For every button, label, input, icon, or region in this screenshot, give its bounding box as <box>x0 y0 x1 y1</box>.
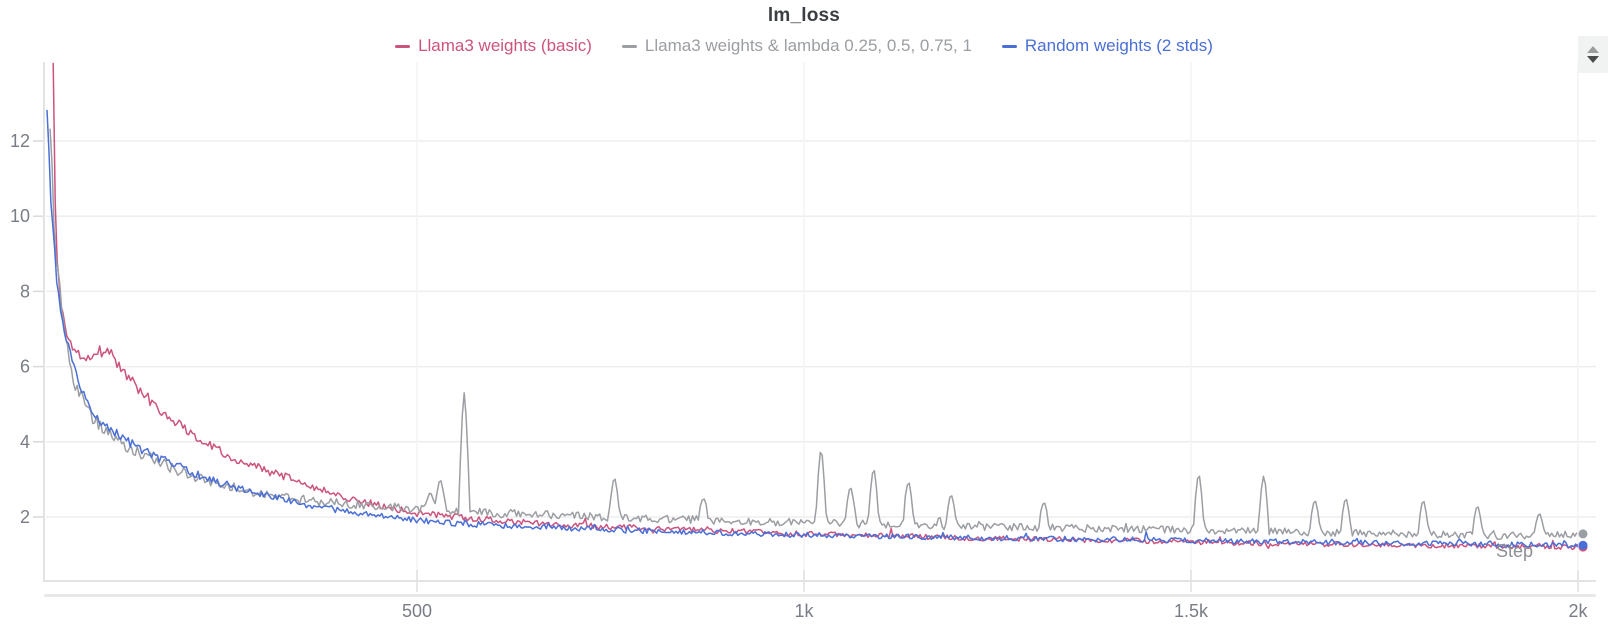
legend-swatch <box>1001 44 1017 48</box>
up-arrow-icon <box>1587 46 1599 53</box>
series-end-marker <box>1578 529 1588 539</box>
x-tick-label: 1.5k <box>1174 601 1209 621</box>
x-tick-label: 1k <box>794 601 814 621</box>
x-axis-title: Step <box>1495 541 1533 561</box>
legend-item: Random weights (2 stds) <box>1001 36 1213 56</box>
panel-stepper-button[interactable] <box>1578 36 1608 73</box>
legend-item: Llama3 weights & lambda 0.25, 0.5, 0.75,… <box>621 36 972 56</box>
x-tick-label: 500 <box>402 601 432 621</box>
y-tick-label: 4 <box>20 432 30 452</box>
chart-title: lm_loss <box>767 5 841 26</box>
legend-swatch <box>621 44 637 48</box>
series-end-marker <box>1578 540 1588 550</box>
legend-item: Llama3 weights (basic) <box>395 36 592 56</box>
down-arrow-icon <box>1587 56 1599 63</box>
series-line <box>52 62 1579 551</box>
legend-label: Random weights (2 stds) <box>1024 36 1213 55</box>
y-tick-label: 2 <box>20 507 30 527</box>
x-range-scrollbar[interactable] <box>44 594 1596 597</box>
y-tick-label: 6 <box>20 357 30 377</box>
y-tick-label: 8 <box>20 281 30 301</box>
legend-label: Llama3 weights & lambda 0.25, 0.5, 0.75,… <box>644 36 972 55</box>
chart-legend: Llama3 weights (basic) Llama3 weights & l… <box>0 36 1608 56</box>
y-tick-label: 12 <box>10 131 30 151</box>
y-tick-label: 10 <box>10 206 30 226</box>
x-tick-label: 2k <box>1568 601 1588 621</box>
legend-label: Llama3 weights (basic) <box>418 36 592 55</box>
series-line <box>46 109 1579 549</box>
series-line <box>49 128 1578 541</box>
legend-swatch <box>395 44 411 48</box>
